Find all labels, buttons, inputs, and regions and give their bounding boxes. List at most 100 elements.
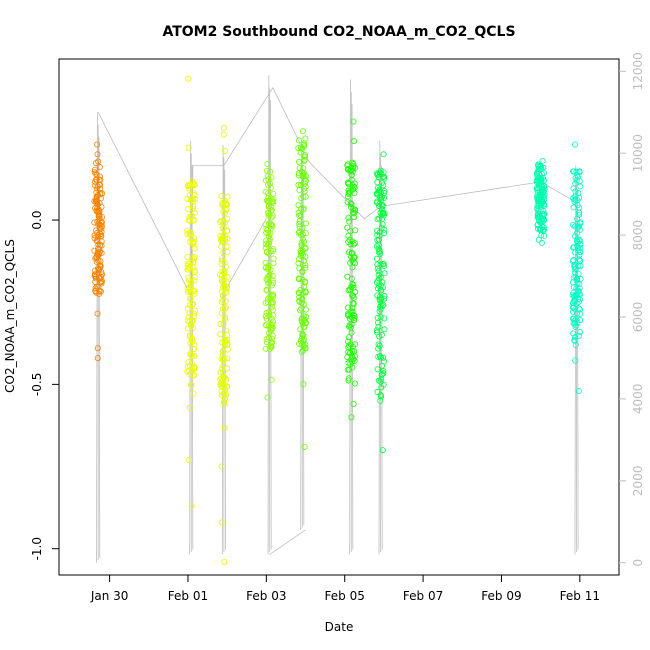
data-point — [573, 300, 580, 307]
data-point — [262, 313, 269, 320]
data-point — [263, 336, 270, 343]
y2-tick-label: 12000 — [631, 52, 645, 90]
data-point — [378, 179, 385, 186]
data-point — [92, 273, 99, 280]
data-point — [220, 125, 227, 132]
data-point — [219, 352, 226, 359]
data-point — [94, 233, 101, 240]
data-point — [185, 75, 192, 82]
data-point — [297, 338, 304, 345]
data-point — [374, 179, 381, 186]
data-point — [299, 173, 306, 180]
data-point — [351, 380, 358, 387]
data-point — [300, 257, 307, 264]
data-point — [570, 284, 577, 291]
data-point — [377, 282, 384, 289]
data-point — [188, 365, 195, 372]
data-point — [188, 236, 195, 243]
data-point — [221, 382, 228, 389]
data-point — [302, 151, 309, 158]
data-point — [296, 223, 303, 230]
altitude-profile-line — [378, 140, 381, 555]
data-point — [264, 161, 271, 168]
data-point — [185, 266, 192, 273]
data-point — [270, 260, 277, 267]
data-point — [301, 324, 308, 331]
data-point — [224, 365, 231, 372]
data-point — [375, 268, 382, 275]
data-point — [577, 241, 584, 248]
data-point — [535, 193, 542, 200]
data-point — [350, 311, 357, 318]
data-point — [352, 341, 359, 348]
data-point — [345, 166, 352, 173]
data-point — [572, 273, 579, 280]
data-point — [352, 227, 359, 234]
data-point — [189, 180, 196, 187]
data-point — [351, 180, 358, 187]
data-point — [574, 277, 581, 284]
data-point — [541, 232, 548, 239]
data-point — [96, 182, 103, 189]
data-point — [219, 292, 226, 299]
data-point — [190, 217, 197, 224]
data-point — [185, 144, 192, 151]
data-point — [263, 322, 270, 329]
data-point — [375, 377, 382, 384]
data-point — [191, 235, 198, 242]
data-point — [94, 355, 101, 362]
data-point — [98, 232, 105, 239]
data-point — [221, 558, 228, 565]
data-point — [185, 359, 192, 366]
data-point — [224, 193, 231, 200]
data-point — [295, 172, 302, 179]
data-point — [575, 262, 582, 269]
data-point — [186, 217, 193, 224]
data-point — [263, 167, 270, 174]
data-point — [295, 145, 302, 152]
data-point — [299, 231, 306, 238]
data-point — [188, 278, 195, 285]
data-point — [270, 190, 277, 197]
data-point — [535, 179, 542, 186]
data-point — [188, 502, 195, 509]
data-point — [184, 227, 191, 234]
y2-tick-label: 10000 — [631, 134, 645, 172]
x-tick-label: Feb 01 — [168, 589, 208, 603]
data-point — [187, 285, 194, 292]
chart-title: ATOM2 Southbound CO2_NOAA_m_CO2_QCLS — [162, 24, 515, 40]
data-point — [270, 312, 277, 319]
data-point — [298, 349, 305, 356]
data-point — [377, 194, 384, 201]
data-point — [93, 254, 100, 261]
data-point — [345, 187, 352, 194]
data-point — [302, 230, 309, 237]
data-point — [347, 315, 354, 322]
data-point — [351, 313, 358, 320]
data-point — [262, 345, 269, 352]
x-axis-label: Date — [325, 620, 354, 634]
data-point — [569, 300, 576, 307]
data-point — [344, 273, 351, 280]
data-point — [270, 318, 277, 325]
data-point — [570, 308, 577, 315]
data-point — [572, 342, 579, 349]
data-point — [184, 230, 191, 237]
data-point — [346, 323, 353, 330]
data-point — [186, 214, 193, 221]
x-tick-label: Feb 11 — [560, 589, 600, 603]
data-point — [295, 275, 302, 282]
data-point — [347, 259, 354, 266]
data-point — [302, 245, 309, 252]
data-point — [92, 255, 99, 262]
data-point — [224, 215, 231, 222]
data-point — [222, 199, 229, 206]
data-point — [380, 173, 387, 180]
data-point — [349, 280, 356, 287]
data-point — [217, 219, 224, 226]
data-point — [571, 196, 578, 203]
data-point — [380, 370, 387, 377]
data-point — [537, 177, 544, 184]
data-point — [188, 351, 195, 358]
data-point — [218, 310, 225, 317]
